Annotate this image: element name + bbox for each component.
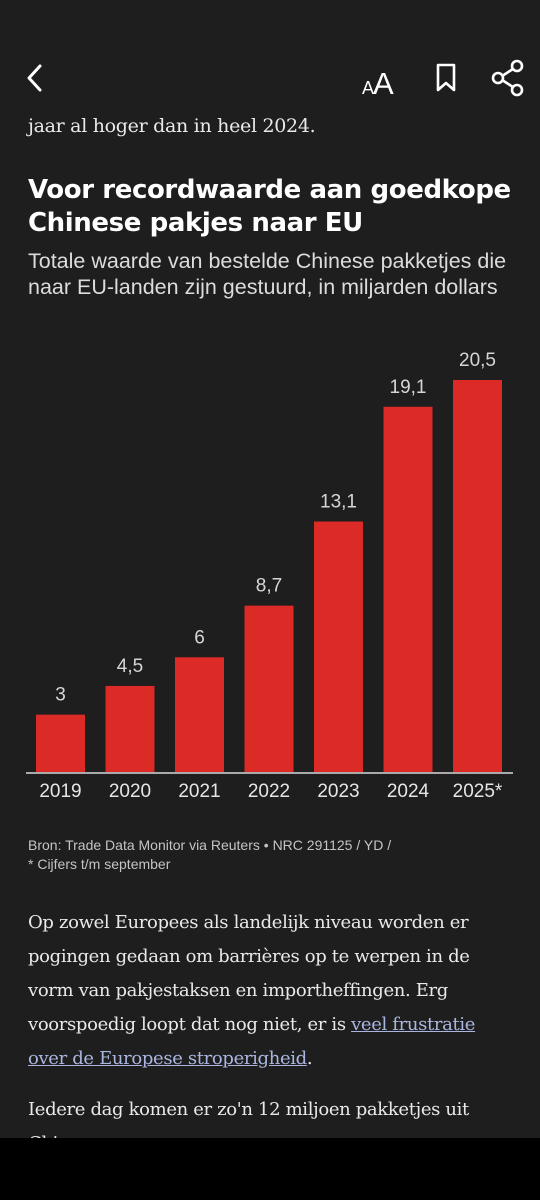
intro-text-line: jaar al hoger dan in heel 2024. [28, 115, 316, 137]
paragraph-text-end: . [306, 1048, 313, 1069]
svg-text:A: A [373, 66, 394, 98]
article-paragraph: Op zowel Europees als landelijk niveau w… [28, 906, 514, 1076]
bar-value-label: 8,7 [256, 576, 282, 597]
paragraph-text: Op zowel Europees als landelijk niveau w… [28, 912, 470, 1035]
chevron-left-icon[interactable] [22, 60, 50, 96]
bar-2025* [453, 380, 502, 772]
source-line: Bron: Trade Data Monitor via Reuters • N… [28, 837, 392, 853]
bar-value-label: 4,5 [117, 656, 143, 677]
x-tick-label: 2021 [178, 781, 220, 802]
bar-value-label: 20,5 [459, 350, 496, 371]
top-toolbar: A A [0, 0, 540, 110]
bar-2024 [383, 406, 433, 772]
x-tick-label: 2025* [453, 781, 503, 802]
share-icon[interactable] [490, 58, 526, 98]
bar-value-label: 13,1 [320, 492, 357, 513]
chart-title: Voor recordwaarde aan goedkope Chinese p… [28, 175, 511, 238]
bookmark-icon[interactable] [433, 62, 459, 94]
bar-2022 [244, 605, 294, 772]
bar-value-label: 19,1 [390, 377, 427, 398]
svg-text:A: A [362, 78, 374, 98]
article-paragraph: Iedere dag komen er zo'n 12 miljoen pakk… [28, 1099, 469, 1138]
bar-value-label: 3 [55, 685, 66, 706]
bar-2020 [105, 685, 155, 772]
x-tick-label: 2019 [39, 781, 81, 802]
chart-subtitle: Totale waarde van bestelde Chinese pakke… [28, 249, 507, 299]
text-size-icon[interactable]: A A [360, 60, 404, 98]
chart-source: Bron: Trade Data Monitor via Reuters • N… [28, 836, 518, 874]
x-tick-label: 2024 [387, 781, 430, 802]
article-screen: A A jaar al hoger dan in heel 2024. Voor… [0, 0, 540, 1138]
x-tick-label: 2023 [317, 781, 359, 802]
bar-chart: 3 2019 4,5 2020 6 2021 8,7 2022 13,1 2023 19,1 2024… [26, 350, 513, 802]
x-tick-label: 2020 [109, 781, 151, 802]
footnote-line: * Cijfers t/m september [28, 856, 171, 872]
bar-2019 [36, 714, 85, 772]
x-tick-label: 2022 [248, 781, 290, 802]
article-link[interactable]: veel frustratie over de Europese stroper… [28, 1014, 476, 1069]
bar-value-label: 6 [194, 627, 205, 648]
bar-2021 [175, 657, 224, 772]
bar-2023 [314, 521, 363, 772]
